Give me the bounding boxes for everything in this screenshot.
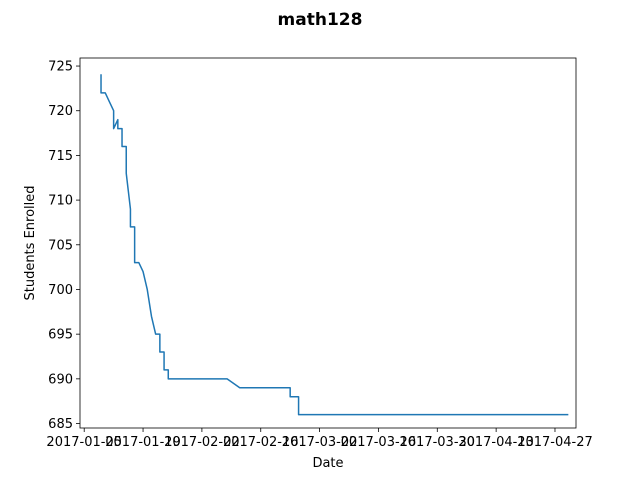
x-axis-label: Date [312,456,343,471]
y-axis-tick-label: 690 [48,372,73,387]
y-axis-tick-label: 685 [48,417,73,432]
chart-title: math128 [278,10,363,30]
x-axis-tick-label: 2017-02-02 [164,435,240,450]
x-axis-tick-label: 2017-03-16 [341,435,417,450]
y-axis-tick-label: 720 [48,104,73,119]
y-axis-tick-label: 725 [48,60,73,75]
x-axis-tick-label: 2017-04-27 [517,435,593,450]
y-axis-tick-label: 695 [48,328,73,343]
y-axis-tick-label: 715 [48,149,73,164]
x-axis-tick-label: 2017-03-30 [400,435,476,450]
y-axis-label: Students Enrolled [23,185,38,300]
y-axis-tick-label: 705 [48,238,73,253]
plot-frame [79,57,577,429]
x-axis-tick-label: 2017-03-02 [282,435,358,450]
x-axis-tick-label: 2017-04-13 [458,435,534,450]
x-axis-tick-label: 2017-01-19 [105,435,181,450]
series-line [100,74,569,416]
x-axis-tick-label: 2017-02-16 [223,435,299,450]
x-axis-tick-label: 2017-01-05 [46,435,122,450]
plot-layer: 6856906957007057107157207252017-01-05201… [46,57,593,450]
y-axis-tick-label: 700 [48,283,73,298]
y-axis-tick-label: 710 [48,194,73,209]
